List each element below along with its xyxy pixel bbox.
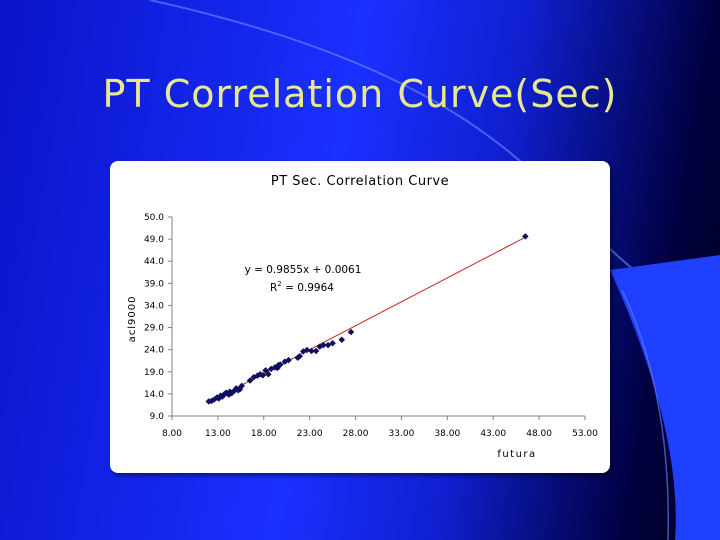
data-point xyxy=(338,336,346,344)
x-tick-label: 43.00 xyxy=(480,429,506,439)
data-point xyxy=(259,371,267,379)
chart-panel: PT Sec. Correlation Curve acl9000 futura… xyxy=(110,161,610,473)
x-axis-label: futura xyxy=(497,449,536,460)
data-point xyxy=(320,341,327,349)
data-point xyxy=(238,382,246,390)
data-point xyxy=(308,347,315,355)
r-squared-label: R2 = 0.9964 xyxy=(270,280,334,294)
r-squared-prefix: R xyxy=(270,282,277,294)
x-tick-label: 18.00 xyxy=(251,429,277,439)
y-tick-label: 14.0 xyxy=(144,390,164,400)
x-tick-label: 13.00 xyxy=(205,429,231,439)
x-tick-label: 28.00 xyxy=(343,429,369,439)
y-tick-label: 19.0 xyxy=(144,368,164,378)
data-point xyxy=(246,377,254,384)
data-point xyxy=(275,361,282,369)
data-points xyxy=(205,233,529,405)
data-point xyxy=(329,339,336,347)
y-tick-label: 39.0 xyxy=(144,279,164,289)
x-tick-labels: 8.00 13.00 18.00 23.00 28.00 33.00 38.00 43.00 4… xyxy=(162,429,598,439)
slide-title: PT Correlation Curve(Sec) xyxy=(102,72,618,116)
y-tick-label: 44.0 xyxy=(144,257,164,267)
r-squared-superscript: 2 xyxy=(277,280,281,288)
y-tick-labels: 9.0 14.0 19.0 24.0 29.0 34.0 39.0 44.0 49.0 50.0 xyxy=(144,213,164,422)
correlation-chart: PT Sec. Correlation Curve acl9000 futura… xyxy=(127,174,598,460)
r-squared-value: = 0.9964 xyxy=(282,282,335,294)
y-tick-label: 9.0 xyxy=(150,412,165,422)
data-point xyxy=(285,356,292,364)
data-point xyxy=(262,367,269,374)
x-tick-label: 48.00 xyxy=(526,429,552,439)
data-point xyxy=(312,347,320,355)
y-tick-label: 29.0 xyxy=(144,324,164,334)
data-point xyxy=(303,346,311,354)
y-tick-label: 24.0 xyxy=(144,346,164,356)
data-point xyxy=(296,352,303,360)
axes xyxy=(168,216,586,420)
data-point xyxy=(521,233,529,240)
data-point xyxy=(265,370,272,378)
x-tick-label: 53.00 xyxy=(572,429,598,439)
x-tick-label: 8.00 xyxy=(162,429,182,439)
y-tick-label: 34.0 xyxy=(144,301,164,311)
data-point xyxy=(324,341,332,349)
data-point xyxy=(347,328,355,336)
x-tick-label: 23.00 xyxy=(297,429,323,439)
data-point xyxy=(225,391,233,398)
y-tick-label: 50.0 xyxy=(144,213,164,223)
y-tick-label: 49.0 xyxy=(144,235,164,245)
x-tick-label: 33.00 xyxy=(389,429,415,439)
chart-title: PT Sec. Correlation Curve xyxy=(271,174,449,189)
x-tick-label: 38.00 xyxy=(434,429,460,439)
y-axis-label: acl9000 xyxy=(127,296,138,343)
trendline-equation: y = 0.9855x + 0.0061 xyxy=(245,264,362,276)
